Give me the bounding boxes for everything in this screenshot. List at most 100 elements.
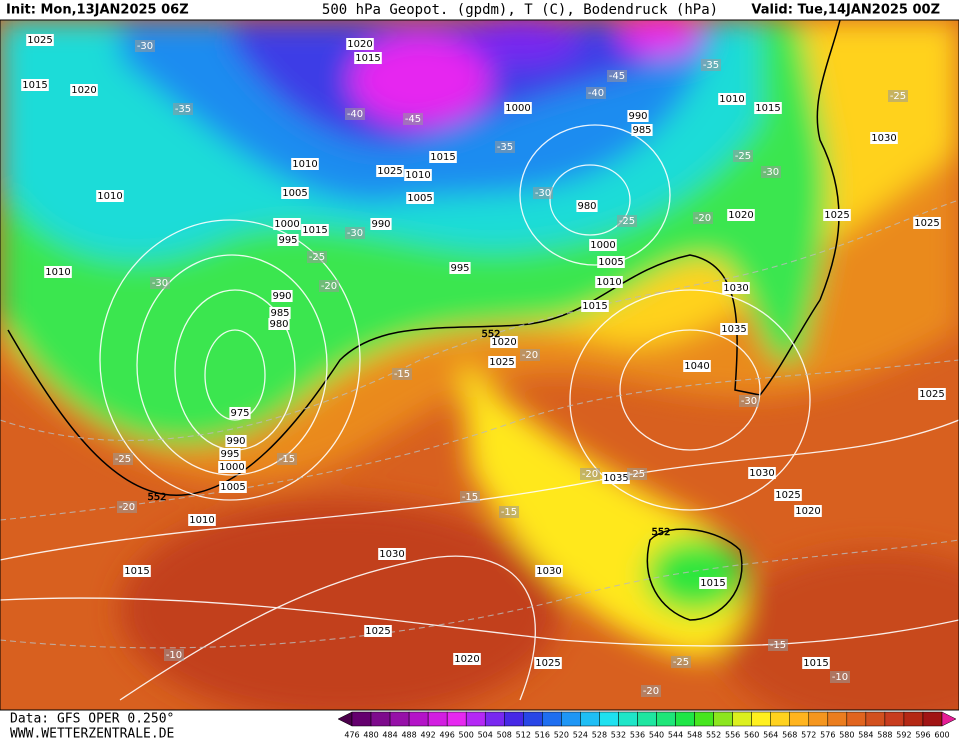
isobar-label: 1020 <box>71 85 96 96</box>
temperature-label: -10 <box>832 672 848 683</box>
height-label: 552 <box>147 492 166 503</box>
isobar-label-bg <box>774 489 802 501</box>
colorbar-cell <box>561 711 581 727</box>
temperature-label: -20 <box>643 686 659 697</box>
temperature-label: -20 <box>695 213 711 224</box>
temperature-label-bg <box>173 103 193 115</box>
isobar-label: 975 <box>230 408 249 419</box>
isobar-label: 1025 <box>824 210 849 221</box>
isobar-label-bg <box>370 218 392 230</box>
isobar-label: 1015 <box>124 566 149 577</box>
isobar-label-bg <box>918 388 946 400</box>
temperature-label-bg <box>345 227 365 239</box>
colorbar: 476 480 484 488 492 496 500 504 508 512 516 520 524 5… <box>337 711 957 740</box>
isobar-label-bg <box>794 505 822 517</box>
temperature-label-bg <box>761 166 781 178</box>
colorbar-tick-label: 564 <box>763 731 778 740</box>
temperature-label: -25 <box>309 252 325 263</box>
colorbar-cell <box>732 711 752 727</box>
temperature-label-bg <box>830 671 850 683</box>
isobar-label-bg <box>488 356 516 368</box>
temperature-label-bg <box>495 141 515 153</box>
isobars <box>0 124 959 701</box>
isobar-label: 1030 <box>536 566 561 577</box>
colorbar-cell <box>694 711 714 727</box>
isobar-label-bg <box>346 38 374 50</box>
isobar-label-bg <box>44 266 72 278</box>
colorbar-cell <box>865 711 886 727</box>
isobar-label: 1000 <box>219 462 244 473</box>
isobar-label-bg <box>490 336 518 348</box>
isobar-label: 980 <box>269 319 288 330</box>
isobar-label-bg <box>218 461 246 473</box>
isobar-label-bg <box>26 34 54 46</box>
isobar-label-bg <box>219 481 247 493</box>
isobar-label-bg <box>754 102 782 114</box>
colorbar-cell <box>846 711 867 727</box>
isobar-label-bg <box>406 192 434 204</box>
temperature-label: -35 <box>175 104 191 115</box>
temperature-label: -45 <box>609 71 625 82</box>
colorbar-tick-label: 572 <box>801 731 816 740</box>
colorbar-cell <box>922 711 943 727</box>
temperature-label: -40 <box>588 88 604 99</box>
colorbar-tick-label: 580 <box>839 731 854 740</box>
isobar-label: 1020 <box>491 337 516 348</box>
isobar-label: 1000 <box>505 103 530 114</box>
temperature-label: -10 <box>166 650 182 661</box>
colorbar-cell <box>713 711 733 727</box>
colorbar-cell <box>751 711 771 727</box>
temperature-label: -20 <box>522 350 538 361</box>
isobar-label-bg <box>535 565 563 577</box>
temperature-label-bg <box>345 108 365 120</box>
temperature-label-bg <box>307 251 327 263</box>
temperature-label-bg <box>117 501 137 513</box>
isobar-label: 1005 <box>407 193 432 204</box>
isobar-label: 1000 <box>274 219 299 230</box>
temperature-label-bg <box>733 150 753 162</box>
colorbar-cell <box>884 711 905 727</box>
colorbar-cell <box>504 711 524 727</box>
temperature-label-bg <box>460 491 480 503</box>
colorbar-tick-label: 552 <box>706 731 721 740</box>
temperature-label: -30 <box>741 396 757 407</box>
colorbar-cell <box>351 711 372 727</box>
isobar-label: 1015 <box>430 152 455 163</box>
isobar-label: 1035 <box>603 473 628 484</box>
colorbar-cell <box>370 711 391 727</box>
isobar-label: 1025 <box>377 166 402 177</box>
init-time: Init: Mon,13JAN2025 06Z <box>6 3 189 18</box>
isobar-label: 995 <box>278 235 297 246</box>
height-label: 552 <box>481 329 500 340</box>
temperature-label-bg <box>392 368 412 380</box>
isobar-label-bg <box>268 318 290 330</box>
isobar-label-bg <box>720 323 748 335</box>
colorbar-tick-label: 556 <box>725 731 740 740</box>
colorbar-tick-label: 576 <box>820 731 835 740</box>
temperature-label: -20 <box>119 502 135 513</box>
temperature-label: -15 <box>279 454 295 465</box>
isobar-label: 995 <box>450 263 469 274</box>
colorbar-cell <box>542 711 562 727</box>
colorbar-tick-label: 596 <box>915 731 930 740</box>
temperature-label-bg <box>580 468 600 480</box>
isobar-label: 1025 <box>365 626 390 637</box>
isobar-label-bg <box>273 218 301 230</box>
temperature-label-bg <box>499 506 519 518</box>
colorbar-tick-label: 480 <box>363 731 378 740</box>
isobar-label: 1015 <box>755 103 780 114</box>
temperature-label-bg <box>888 90 908 102</box>
isobar-label-bg <box>699 577 727 589</box>
colorbar-cell <box>637 711 657 727</box>
temperature-label-bg <box>607 70 627 82</box>
temperature-label: -30 <box>763 167 779 178</box>
isobar-label-bg <box>429 151 457 163</box>
colorbar-cell <box>465 711 486 727</box>
temperature-label-bg <box>627 468 647 480</box>
isobar-label-bg <box>449 262 471 274</box>
colorbar-cell <box>770 711 790 727</box>
colorbar-cell <box>484 711 505 727</box>
temperature-label: -25 <box>735 151 751 162</box>
colorbar-tick-label: 492 <box>420 731 435 740</box>
site-url: WWW.WETTERZENTRALE.DE <box>10 727 174 741</box>
